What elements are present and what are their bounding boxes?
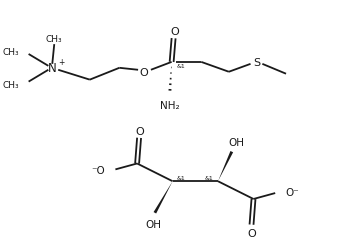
Text: O: O (136, 127, 144, 136)
Text: N: N (48, 62, 57, 75)
Text: O⁻: O⁻ (285, 187, 299, 197)
Text: CH₃: CH₃ (2, 47, 19, 56)
Text: OH: OH (229, 137, 245, 147)
Text: O: O (247, 228, 256, 238)
Text: &1: &1 (177, 64, 186, 69)
Text: CH₃: CH₃ (2, 81, 19, 90)
Text: O: O (140, 68, 148, 77)
Text: OH: OH (145, 219, 161, 229)
Text: NH₂: NH₂ (160, 101, 179, 111)
Polygon shape (218, 151, 233, 181)
Text: ⁻O: ⁻O (92, 166, 105, 176)
Text: O: O (170, 27, 179, 37)
Polygon shape (153, 181, 173, 214)
Text: CH₃: CH₃ (46, 35, 62, 44)
Text: S: S (253, 58, 260, 68)
Text: &1: &1 (177, 175, 186, 180)
Text: &1: &1 (205, 175, 213, 180)
Text: +: + (58, 58, 64, 67)
